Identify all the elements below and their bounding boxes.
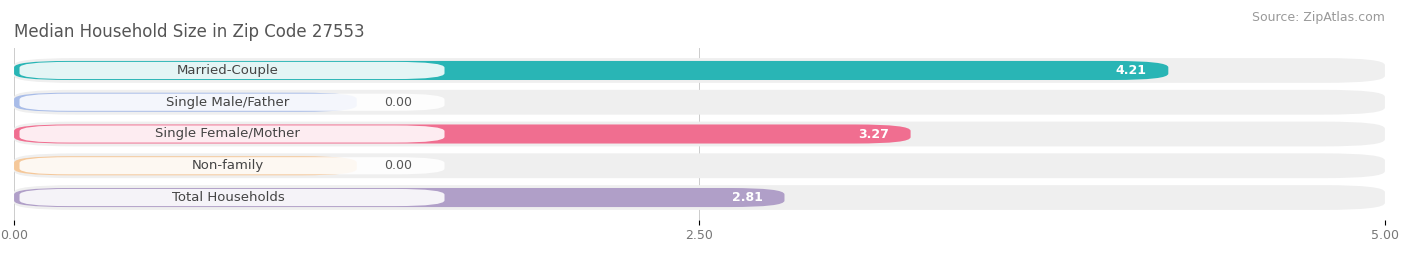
FancyBboxPatch shape: [20, 125, 444, 143]
FancyBboxPatch shape: [14, 58, 1385, 83]
FancyBboxPatch shape: [14, 93, 357, 112]
Text: 0.00: 0.00: [384, 96, 412, 109]
FancyBboxPatch shape: [14, 153, 1385, 178]
Text: Total Households: Total Households: [172, 191, 284, 204]
FancyBboxPatch shape: [14, 156, 357, 175]
Text: Single Female/Mother: Single Female/Mother: [156, 128, 301, 140]
Text: 0.00: 0.00: [384, 159, 412, 172]
FancyBboxPatch shape: [14, 124, 911, 144]
Text: 3.27: 3.27: [858, 128, 889, 140]
FancyBboxPatch shape: [14, 61, 1168, 80]
Text: Non-family: Non-family: [191, 159, 264, 172]
Text: 2.81: 2.81: [731, 191, 762, 204]
Text: Median Household Size in Zip Code 27553: Median Household Size in Zip Code 27553: [14, 23, 364, 41]
Text: Married-Couple: Married-Couple: [177, 64, 278, 77]
Text: Source: ZipAtlas.com: Source: ZipAtlas.com: [1251, 11, 1385, 24]
FancyBboxPatch shape: [14, 185, 1385, 210]
FancyBboxPatch shape: [20, 94, 444, 111]
FancyBboxPatch shape: [14, 188, 785, 207]
FancyBboxPatch shape: [20, 62, 444, 79]
Text: 4.21: 4.21: [1115, 64, 1146, 77]
FancyBboxPatch shape: [20, 157, 444, 174]
FancyBboxPatch shape: [20, 189, 444, 206]
FancyBboxPatch shape: [14, 90, 1385, 115]
Text: Single Male/Father: Single Male/Father: [166, 96, 290, 109]
FancyBboxPatch shape: [14, 122, 1385, 146]
